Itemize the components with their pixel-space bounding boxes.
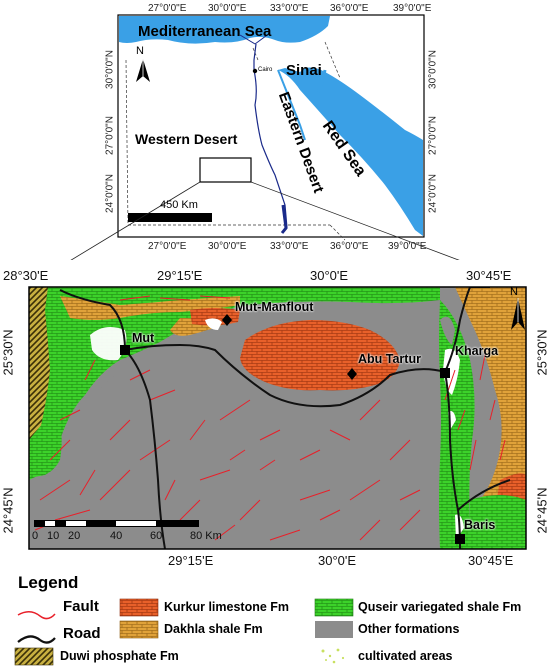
label-mut: Mut [132,331,155,345]
inset-map [70,14,460,260]
inset-lon-bottom-1: 27°0'0"E [148,241,187,252]
inset-lon-top-1: 27°0'0"E [148,3,187,14]
inset-north-label: N [136,45,144,57]
legend-dakhla-label: Dakhla shale Fm [164,622,263,636]
inset-lon-bottom-5: 39°0'0"E [388,241,427,252]
main-map-frame [28,286,527,550]
legend-duwi-swatch [14,647,54,666]
scale-tick-80: 80 Km [190,530,222,542]
fault-lines [34,295,506,541]
legend-dakhla-swatch [119,620,159,639]
legend-cultivated-label: cultivated areas [358,649,453,663]
quseir-north-belt [29,287,440,480]
main-lon-top-4: 30°45'E [466,268,512,283]
inset-lon-top-2: 30°0'0"E [208,3,247,14]
abu-tartur-marker [347,368,357,380]
legend-cultivated-swatch [321,648,345,664]
inset-lon-top-5: 39°0'0"E [393,3,432,14]
legend-title: Legend [18,573,79,592]
legend-road-label: Road [63,625,101,642]
main-lon-top-1: 28°30'E [3,268,49,283]
study-area-box [199,157,252,183]
label-mut-manflout: Mut-Manflout [235,300,314,314]
mut-manflout-marker [222,314,232,326]
kharga-marker [440,368,450,378]
baris-marker [455,534,465,544]
inset-lon-bottom-3: 33°0'0"E [270,241,309,252]
label-kharga: Kharga [455,344,499,358]
main-lat-right-1: 25°30'N [534,329,550,376]
legend-other-swatch [315,621,353,638]
main-lon-bottom-3: 30°45'E [468,553,514,568]
label-western-desert: Western Desert [135,131,238,147]
main-lat-left-1: 25°30'N [0,329,16,376]
legend-swatches [14,598,354,666]
duwi-phosphate-area [29,287,50,440]
legend-quseir-label: Quseir variegated shale Fm [358,600,522,614]
main-lon-bottom-1: 29°15'E [168,553,214,568]
label-baris: Baris [464,518,496,532]
legend-quseir-swatch [314,598,354,617]
scale-tick-60: 60 [150,530,163,542]
legend-fault-swatch [17,611,56,620]
inset-lon-bottom-4: 36°0'0"E [330,241,369,252]
legend-duwi-label: Duwi phosphate Fm [60,649,179,663]
main-north-label: N [510,286,518,298]
scale-tick-0: 0 [32,530,39,542]
red-sea-area [278,67,423,236]
label-mediterranean: Mediterranean Sea [138,23,272,40]
label-cairo: Cairo [258,67,273,73]
scale-tick-10: 10 [47,530,60,542]
mediterranean-sea-area [119,16,330,44]
legend-kurkur-label: Kurkur limestone Fm [164,600,290,614]
nile-river [253,43,288,229]
legend-fault-label: Fault [63,598,99,615]
roads [59,287,511,549]
scale-tick-20: 20 [68,530,81,542]
inset-lon-top-4: 36°0'0"E [330,3,369,14]
cultivated-mut [90,326,127,361]
legend-other-label: Other formations [358,622,460,636]
main-lat-left-2: 24°45'N [0,487,16,534]
label-abu-tartur: Abu Tartur [358,352,421,366]
main-scale-bar [34,520,199,527]
main-lat-right-2: 24°45'N [534,487,550,534]
scale-tick-40: 40 [110,530,123,542]
legend-kurkur-swatch [119,598,159,617]
main-lon-top-2: 29°15'E [157,268,203,283]
label-sinai: Sinai [286,62,322,79]
mut-marker [120,345,130,355]
inset-scale-bar [128,213,212,222]
legend-road-swatch [17,635,56,644]
inset-lon-top-3: 33°0'0"E [270,3,309,14]
dakhla-north-strip [60,296,240,320]
inset-scale-label: 450 Km [160,199,198,211]
main-lon-top-3: 30°0'E [310,268,349,283]
main-lon-bottom-2: 30°0'E [318,553,357,568]
inset-lon-bottom-2: 30°0'0"E [208,241,247,252]
